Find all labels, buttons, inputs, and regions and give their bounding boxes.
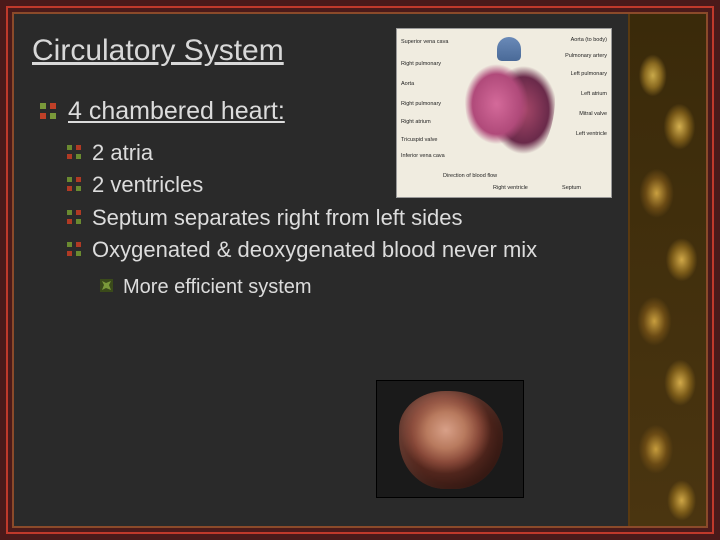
diagram-label: Aorta (to body) xyxy=(571,37,607,43)
slide-outer: Circulatory System 4 chambered heart: xyxy=(0,0,720,540)
diagram-label: Right pulmonary xyxy=(401,61,441,67)
slide-mid-border: Circulatory System 4 chambered heart: xyxy=(6,6,714,534)
subitem-text: More efficient system xyxy=(123,274,312,300)
side-pattern xyxy=(628,14,706,526)
item-text: 2 atria xyxy=(92,139,153,167)
slide-frame: Circulatory System 4 chambered heart: xyxy=(12,12,708,528)
item-text: Oxygenated & deoxygenated blood never mi… xyxy=(92,236,537,264)
bullet-icon-l2 xyxy=(66,241,82,257)
diagram-label: Septum xyxy=(562,185,581,191)
heading-text: 4 chambered heart: xyxy=(68,96,285,127)
diagram-label: Mitral valve xyxy=(579,111,607,117)
diagram-label: Inferior vena cava xyxy=(401,153,445,159)
diagram-label: Aorta xyxy=(401,81,414,87)
item-text: Septum separates right from left sides xyxy=(92,204,463,232)
diagram-label: Right ventricle xyxy=(493,185,528,191)
bullet-icon-l2 xyxy=(66,144,82,160)
bullet-icon-l2 xyxy=(66,176,82,192)
diagram-label: Tricuspid valve xyxy=(401,137,437,143)
diagram-label: Pulmonary artery xyxy=(565,53,607,59)
diagram-label: Right pulmonary xyxy=(401,101,441,107)
diagram-label: Direction of blood flow xyxy=(443,173,497,179)
heart-diagram-image: Superior vena cava Right pulmonary Aorta… xyxy=(396,28,612,198)
diagram-label: Superior vena cava xyxy=(401,39,448,45)
diagram-label: Left atrium xyxy=(581,91,607,97)
bullet-icon-l1 xyxy=(38,101,58,121)
bullet-icon-l2 xyxy=(66,209,82,225)
heart-photo-image xyxy=(376,380,524,498)
bullet-level3: More efficient system xyxy=(100,274,618,300)
diagram-label: Left pulmonary xyxy=(571,71,607,77)
diagram-label: Right atrium xyxy=(401,119,431,125)
bullet-level2: Septum separates right from left sides xyxy=(66,204,618,232)
diagram-label: Left ventricle xyxy=(576,131,607,137)
bullet-level2: Oxygenated & deoxygenated blood never mi… xyxy=(66,236,618,264)
bullet-icon-l3 xyxy=(100,279,113,292)
item-text: 2 ventricles xyxy=(92,171,203,199)
